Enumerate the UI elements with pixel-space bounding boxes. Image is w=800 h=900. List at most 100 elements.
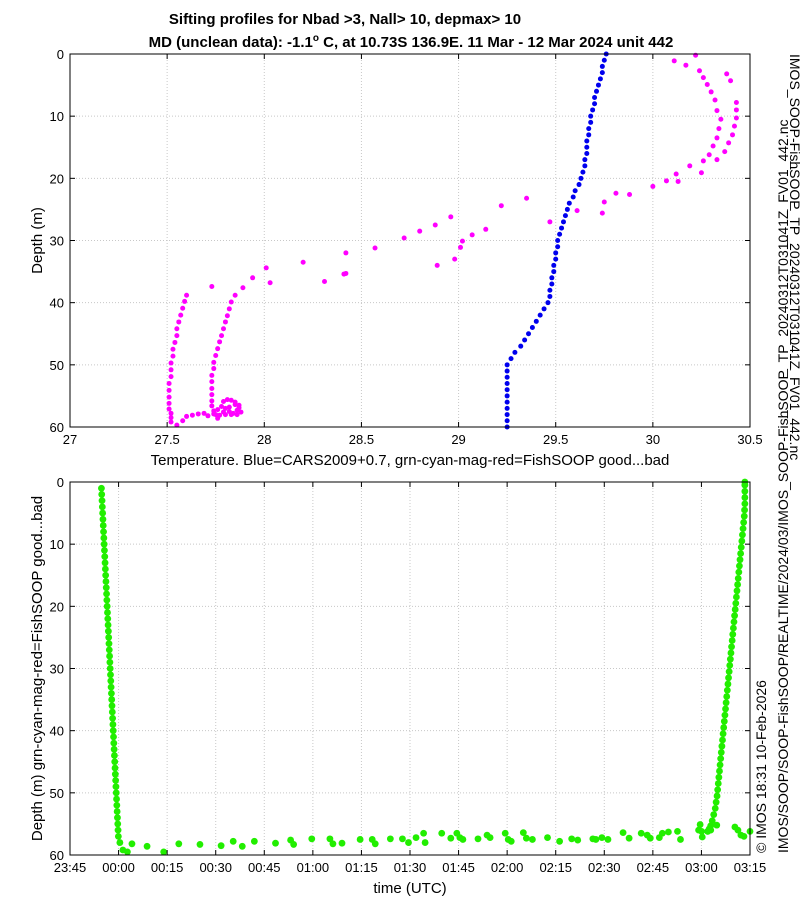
top-point-magenta xyxy=(700,158,706,164)
top-point-magenta xyxy=(166,380,172,386)
bottom-point-green xyxy=(728,637,736,644)
top-point-blue xyxy=(549,275,555,281)
top-point-magenta xyxy=(211,359,217,365)
bottom-point-green xyxy=(736,562,743,570)
bottom-point-green xyxy=(741,506,748,514)
top-point-magenta xyxy=(483,226,489,232)
bottom-point-green xyxy=(110,739,118,747)
top-point-blue xyxy=(553,256,559,262)
bottom-y-tick-label: 40 xyxy=(50,724,64,739)
bottom-point-green xyxy=(734,826,742,834)
bottom-point-green xyxy=(103,596,111,604)
bottom-y-tick-label: 30 xyxy=(50,662,64,677)
top-point-magenta xyxy=(209,392,215,398)
top-point-blue xyxy=(504,387,510,393)
bottom-point-green xyxy=(356,836,364,843)
top-point-magenta xyxy=(174,422,180,428)
bottom-point-green xyxy=(105,646,113,654)
top-point-blue xyxy=(518,343,524,349)
top-point-magenta xyxy=(170,353,176,359)
bottom-point-green xyxy=(99,509,107,517)
top-point-blue xyxy=(592,101,598,107)
top-point-magenta xyxy=(693,52,699,58)
top-point-magenta xyxy=(700,75,706,81)
bottom-x-tick-label: 00:15 xyxy=(151,860,184,875)
top-point-magenta xyxy=(730,132,736,138)
bottom-point-green xyxy=(107,671,114,679)
bottom-point-green xyxy=(732,599,740,607)
bottom-point-green xyxy=(109,721,117,728)
bottom-point-green xyxy=(711,804,719,812)
bottom-point-green xyxy=(102,578,110,585)
top-point-magenta xyxy=(217,339,223,345)
top-point-blue xyxy=(566,200,572,206)
top-point-blue xyxy=(508,356,514,362)
bottom-point-green xyxy=(103,590,110,598)
top-point-blue xyxy=(551,262,557,268)
bottom-y-tick-label: 50 xyxy=(50,786,64,801)
bottom-point-green xyxy=(721,711,729,719)
bottom-point-green xyxy=(114,826,122,834)
bottom-point-green xyxy=(113,795,120,803)
top-point-magenta xyxy=(712,97,718,103)
top-point-magenta xyxy=(671,58,677,64)
top-point-blue xyxy=(588,113,594,119)
top-point-blue xyxy=(549,281,555,287)
top-point-magenta xyxy=(226,404,232,410)
bottom-point-green xyxy=(108,696,116,703)
top-point-magenta xyxy=(226,306,232,312)
top-point-magenta xyxy=(195,411,201,417)
bottom-point-green xyxy=(111,758,119,766)
bottom-point-green xyxy=(101,559,109,567)
bottom-point-green xyxy=(625,834,633,842)
top-x-tick-label: 27.5 xyxy=(154,432,179,447)
bottom-point-green xyxy=(722,705,729,713)
top-point-magenta xyxy=(209,398,215,404)
top-point-magenta xyxy=(675,178,681,184)
top-point-magenta xyxy=(166,400,172,406)
bottom-point-green xyxy=(108,689,115,697)
bottom-point-green xyxy=(160,848,168,856)
top-point-magenta xyxy=(372,245,378,251)
chart-title-line-2-a: MD (unclean data): -1.1 xyxy=(149,34,313,51)
bottom-point-green xyxy=(98,484,105,492)
bottom-point-green xyxy=(106,665,114,672)
bottom-point-green xyxy=(722,699,730,707)
bottom-point-green xyxy=(720,717,728,725)
top-point-magenta xyxy=(524,195,530,201)
top-point-blue xyxy=(553,250,559,256)
bottom-point-green xyxy=(474,835,482,843)
top-point-magenta xyxy=(234,412,240,418)
bottom-point-green xyxy=(677,836,684,843)
top-point-magenta xyxy=(722,149,728,155)
top-point-magenta xyxy=(434,262,440,268)
top-point-blue xyxy=(529,325,535,331)
top-point-blue xyxy=(504,399,510,405)
top-x-tick-label: 30 xyxy=(646,432,660,447)
bottom-point-green xyxy=(250,837,258,845)
top-point-magenta xyxy=(174,333,180,339)
bottom-y-tick-label: 10 xyxy=(50,537,64,552)
bottom-point-green xyxy=(104,615,112,623)
top-point-magenta xyxy=(166,406,172,412)
top-point-blue xyxy=(504,380,510,386)
bottom-point-green xyxy=(112,777,120,784)
top-point-magenta xyxy=(209,284,215,289)
bottom-point-green xyxy=(726,655,734,663)
top-point-magenta xyxy=(184,413,190,419)
bottom-point-green xyxy=(112,789,120,797)
bottom-point-green xyxy=(730,618,738,626)
bottom-point-green xyxy=(716,761,724,769)
bottom-point-green xyxy=(734,581,742,588)
bottom-point-green xyxy=(100,528,107,536)
bottom-point-green xyxy=(712,798,720,806)
top-point-magenta xyxy=(724,71,730,77)
bottom-point-green xyxy=(104,609,111,616)
bottom-point-green xyxy=(109,727,117,735)
top-x-tick-label: 30.5 xyxy=(737,432,762,447)
top-y-tick-label: 50 xyxy=(50,358,64,373)
bottom-point-green xyxy=(592,836,600,843)
top-point-magenta xyxy=(184,292,190,298)
top-y-tick-label: 0 xyxy=(57,47,64,62)
